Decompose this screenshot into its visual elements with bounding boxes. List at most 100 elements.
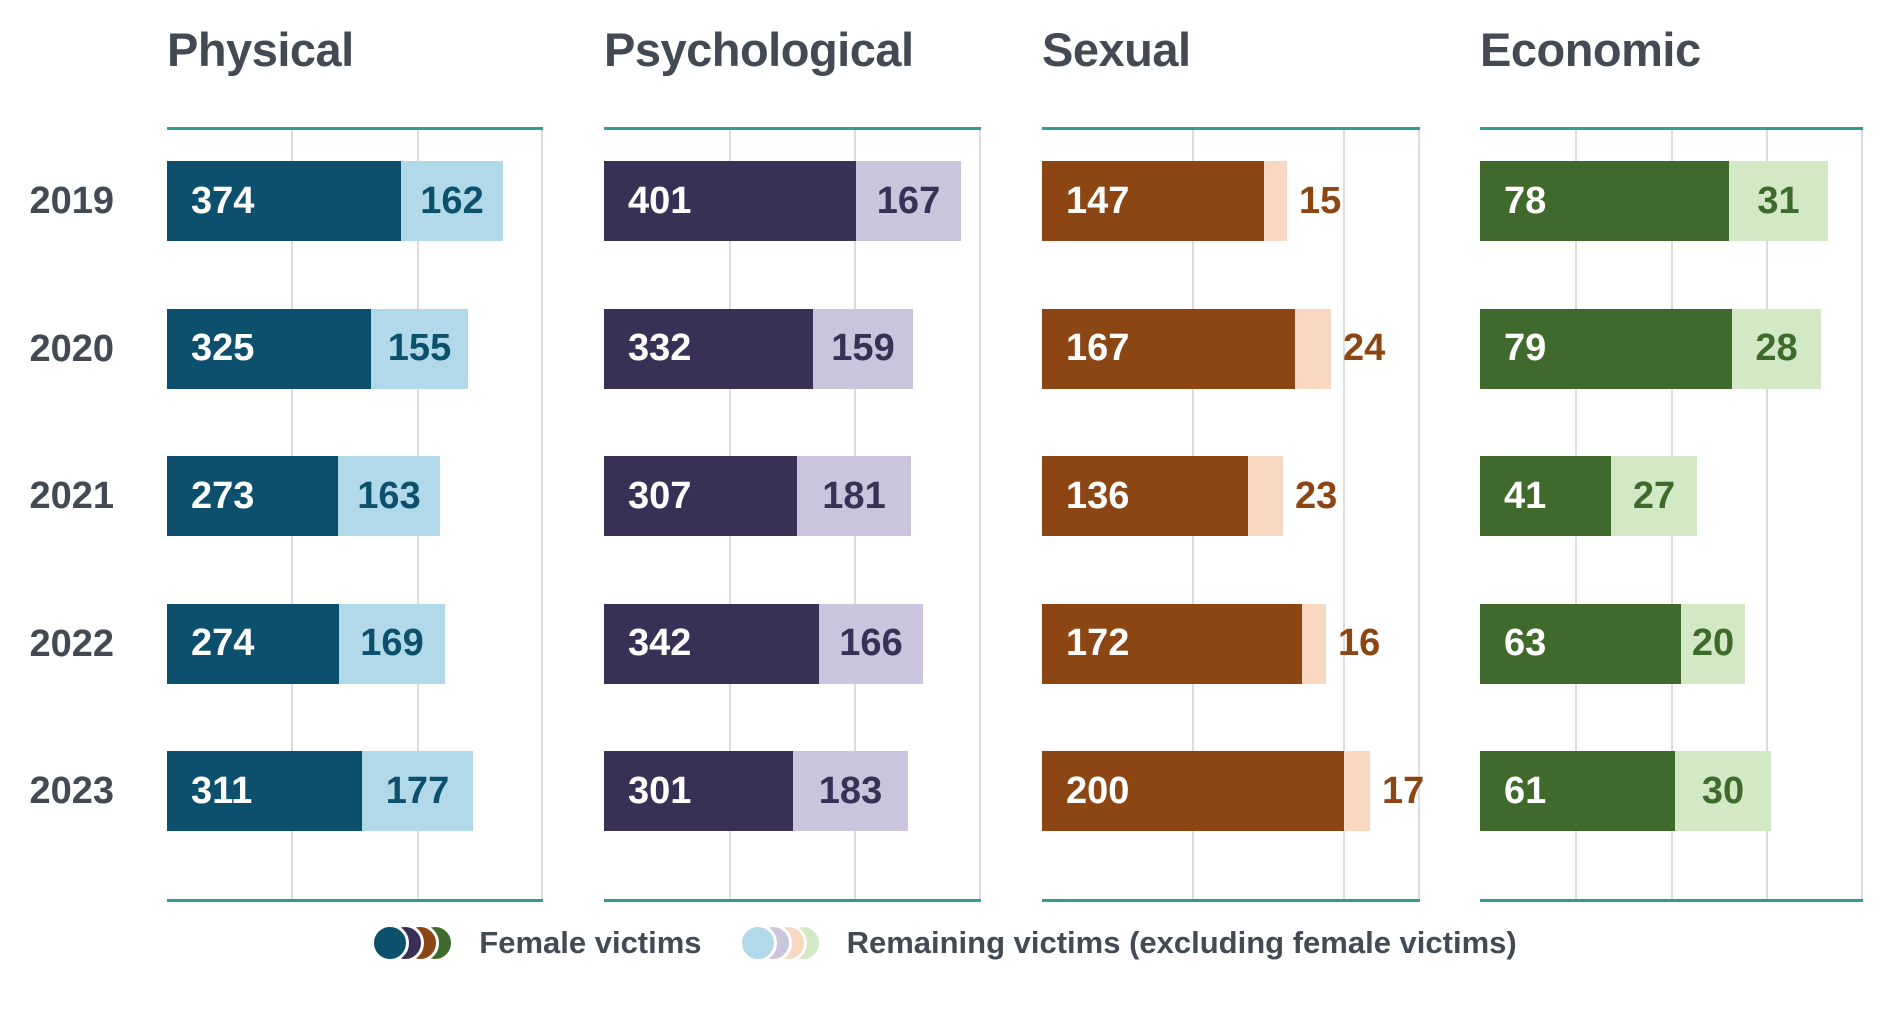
gridline: [1766, 130, 1768, 899]
panel-psychological: Psychological 401 167 332 159 307 181 342 166 301…: [604, 0, 981, 910]
bar-value-remaining: 27: [1632, 474, 1676, 517]
bar-value-female: 332: [628, 327, 692, 369]
bar-value-remaining: 169: [360, 622, 424, 664]
bar-segment-female: 401: [604, 161, 856, 241]
bar-row-2021: 273 163: [167, 456, 543, 536]
bar-value-female: 63: [1504, 622, 1547, 664]
bar-segment-remaining: 28: [1732, 308, 1821, 389]
bar-value-remaining: 181: [822, 474, 886, 517]
bar-segment-remaining: 155: [371, 308, 468, 389]
bar-value-remaining: 20: [1691, 622, 1735, 664]
bar-row-2021: 41 27: [1480, 456, 1863, 536]
bar-value-female: 374: [191, 179, 255, 222]
bar-value-remaining: 15: [1299, 179, 1342, 222]
bar-value-female: 342: [628, 622, 692, 664]
bar-segment-remaining: [1344, 751, 1370, 831]
bar-row-2019: 401 167: [604, 161, 981, 241]
bar-segment-female: 41: [1480, 456, 1611, 536]
bar-value-female: 136: [1066, 474, 1130, 517]
gridline: [1418, 130, 1420, 899]
year-label-2021: 2021: [29, 475, 114, 517]
bar-value-female: 78: [1504, 179, 1547, 222]
bar-row-2019: 78 31: [1480, 161, 1863, 241]
legend-dots-remaining: [738, 924, 822, 962]
bar-value-remaining: 166: [839, 622, 903, 664]
bar-row-2023: 61 30: [1480, 751, 1863, 831]
panel-title-psychological: Psychological: [604, 23, 914, 76]
bar-value-remaining: 30: [1701, 769, 1745, 812]
bar-value-female: 307: [628, 474, 692, 517]
bar-segment-remaining: 159: [813, 308, 913, 389]
bar-value-female: 200: [1066, 769, 1130, 812]
bar-row-2020: 167 24: [1042, 308, 1420, 389]
bar-segment-female: 147: [1042, 161, 1264, 241]
panel-title-physical: Physical: [167, 23, 354, 76]
panel-physical: Physical 374 162 325 155 273 163 274 169 311 177: [167, 0, 543, 910]
bar-segment-remaining: 169: [339, 603, 445, 684]
bar-value-remaining: 16: [1338, 622, 1381, 664]
bar-segment-remaining: 177: [362, 751, 473, 831]
bar-segment-remaining: 166: [819, 603, 923, 684]
legend-dots-female: [371, 924, 455, 962]
bar-row-2023: 311 177: [167, 751, 543, 831]
legend-dot: [738, 924, 777, 962]
bar-segment-female: 301: [604, 751, 793, 831]
plot-sexual: 147 15 167 24 136 23 172 16 200 17: [1042, 127, 1424, 902]
bar-row-2022: 274 169: [167, 603, 543, 684]
bar-value-female: 301: [628, 769, 692, 812]
panel-title-economic: Economic: [1480, 23, 1701, 76]
bar-segment-remaining: 163: [338, 456, 440, 536]
bar-segment-remaining: 31: [1729, 161, 1828, 241]
bar-segment-female: 136: [1042, 456, 1248, 536]
plot-physical: 374 162 325 155 273 163 274 169 311 177: [167, 127, 543, 902]
bar-segment-female: 200: [1042, 751, 1344, 831]
bar-segment-remaining: 20: [1681, 603, 1745, 684]
bar-segment-remaining: [1295, 308, 1331, 389]
year-label-2022: 2022: [29, 622, 114, 665]
bar-value-female: 273: [191, 474, 255, 517]
bar-segment-female: 374: [167, 161, 401, 241]
panel-sexual: Sexual 147 15 167 24 136 23 172 16 200 17: [1042, 0, 1424, 910]
gridline: [979, 130, 981, 899]
bar-row-2021: 307 181: [604, 456, 981, 536]
bar-segment-female: 332: [604, 308, 813, 389]
bar-segment-remaining: 181: [797, 456, 911, 536]
year-label-2023: 2023: [29, 770, 114, 812]
panel-economic: Economic 78 31 79 28 41 27 63 20 61 30: [1480, 0, 1863, 910]
bar-segment-female: 172: [1042, 603, 1302, 684]
bar-segment-remaining: 162: [401, 161, 503, 241]
bar-segment-remaining: 30: [1675, 751, 1771, 831]
bar-value-female: 167: [1066, 327, 1130, 369]
bar-segment-female: 273: [167, 456, 338, 536]
plot-economic: 78 31 79 28 41 27 63 20 61 30: [1480, 127, 1863, 902]
plot-psychological: 401 167 332 159 307 181 342 166 301 183: [604, 127, 981, 902]
bar-segment-remaining: [1264, 161, 1287, 241]
bar-value-remaining: 23: [1295, 474, 1338, 517]
bar-segment-female: 307: [604, 456, 797, 536]
bar-row-2021: 136 23: [1042, 456, 1420, 536]
legend-item-remaining-victims: Remaining victims (excluding female vict…: [738, 924, 1517, 962]
bar-value-female: 79: [1504, 327, 1547, 369]
legend: Female victims Remaining victims (exclud…: [0, 924, 1888, 962]
bar-row-2020: 332 159: [604, 308, 981, 389]
bar-value-female: 325: [191, 327, 255, 369]
bar-value-remaining: 24: [1343, 327, 1386, 369]
bar-segment-remaining: 167: [856, 161, 961, 241]
legend-item-female-victims: Female victims: [371, 924, 702, 962]
bar-value-remaining: 155: [387, 327, 452, 369]
panel-title-sexual: Sexual: [1042, 23, 1191, 76]
bar-value-female: 274: [191, 622, 255, 664]
bar-row-2022: 172 16: [1042, 603, 1420, 684]
bar-value-female: 172: [1066, 622, 1130, 664]
bar-value-female: 61: [1504, 769, 1547, 812]
bar-row-2023: 200 17: [1042, 751, 1424, 831]
bar-segment-female: 274: [167, 603, 339, 684]
bar-segment-remaining: 183: [793, 751, 908, 831]
bar-segment-remaining: [1248, 456, 1283, 536]
year-label-2020: 2020: [29, 327, 114, 370]
bar-value-remaining: 159: [831, 327, 895, 369]
bar-value-remaining: 17: [1382, 769, 1425, 812]
gridline: [541, 130, 543, 899]
gridline: [1861, 130, 1863, 899]
